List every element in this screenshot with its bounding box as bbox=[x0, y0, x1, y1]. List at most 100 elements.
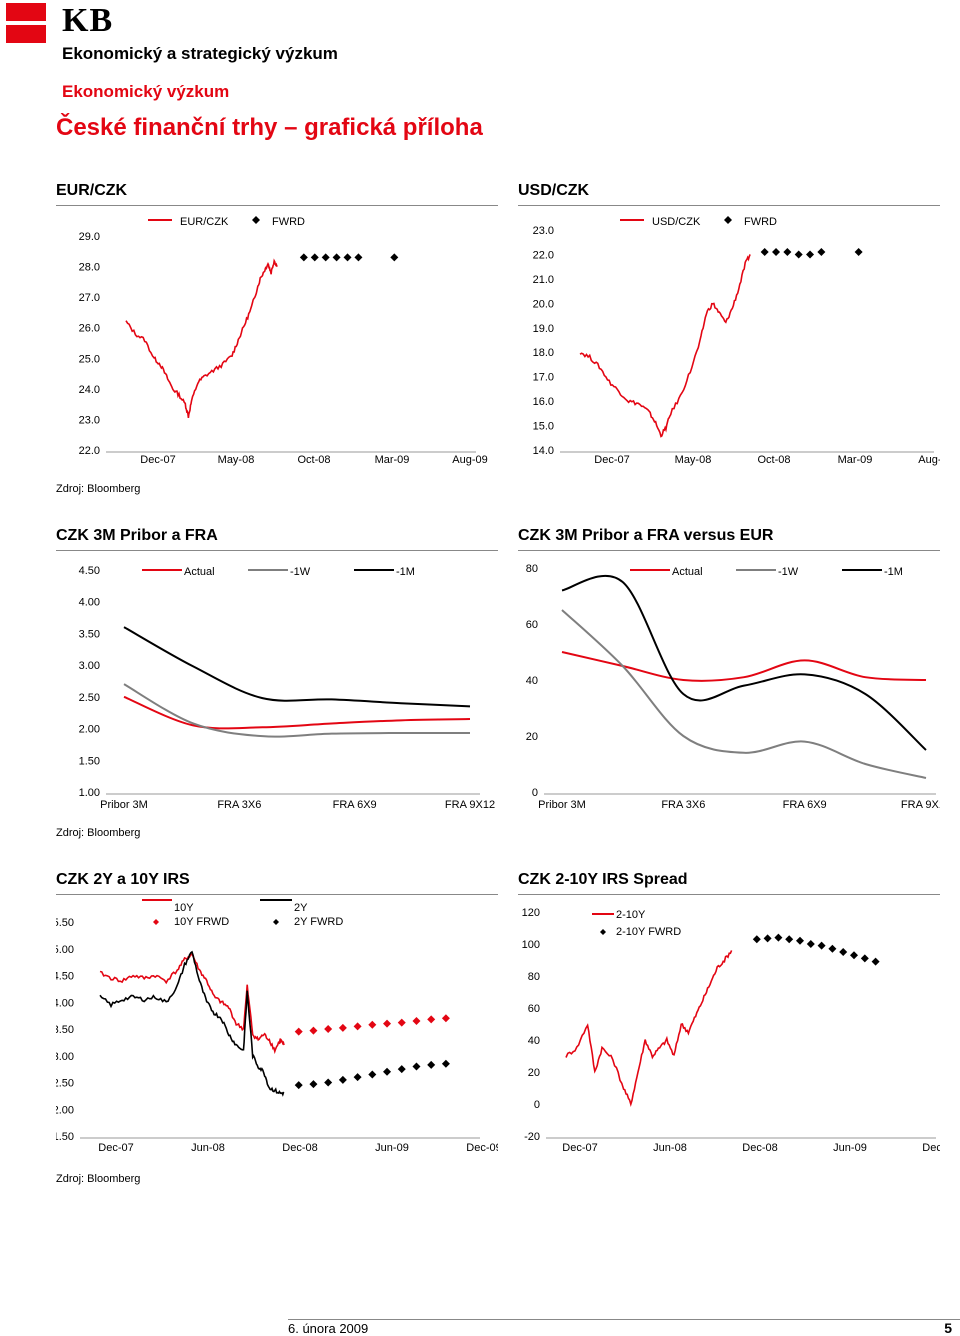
y-tick-label: 100 bbox=[522, 939, 540, 951]
series-line-usdczk bbox=[579, 254, 751, 438]
series-marker-fwrd bbox=[854, 248, 863, 256]
legend-label: 2-10Y FWRD bbox=[616, 926, 681, 938]
y-tick-label: -20 bbox=[524, 1131, 540, 1143]
series-line-actual bbox=[561, 651, 927, 682]
series-marker-fwrd bbox=[310, 253, 319, 262]
x-tick-label: Pribor 3M bbox=[100, 799, 148, 811]
y-tick-label: 4.50 bbox=[79, 565, 100, 577]
y-tick-label: 29.0 bbox=[79, 231, 100, 243]
series-marker-210yfwrd bbox=[828, 944, 837, 953]
department-heading: Ekonomický a strategický výzkum bbox=[62, 44, 338, 63]
y-tick-label: 24.0 bbox=[79, 384, 100, 396]
legend: 10Y 10Y FRWD 2Y 2Y FWRD bbox=[142, 899, 343, 928]
legend-label: 2Y bbox=[294, 902, 308, 914]
y-tick-label: 25.0 bbox=[79, 353, 100, 365]
source-note: Zdroj: Bloomberg bbox=[56, 827, 141, 839]
series-marker-fwrd bbox=[390, 253, 399, 262]
x-tick-label: Dec-07 bbox=[98, 1142, 133, 1154]
legend-label: FWRD bbox=[272, 216, 305, 228]
series-marker-fwrd bbox=[299, 253, 308, 262]
irs-chart: 1.50 2.00 2.50 3.00 3.50 4.00 4.50 5.00 5.50 Dec-… bbox=[56, 899, 498, 1154]
x-tick-label: FRA 9X12 bbox=[445, 799, 495, 811]
y-tick-label: 2.00 bbox=[56, 1104, 74, 1116]
series-marker-fwrd bbox=[332, 253, 341, 262]
x-tick-label: Mar-09 bbox=[375, 454, 410, 466]
y-tick-label: 80 bbox=[526, 563, 538, 575]
y-tick-label: 3.00 bbox=[56, 1051, 74, 1063]
y-tick-label: 22.0 bbox=[79, 445, 100, 457]
y-tick-label: 23.0 bbox=[79, 414, 100, 426]
series-marker-210yfwrd bbox=[850, 951, 858, 960]
series-line-210y bbox=[565, 950, 733, 1107]
series-marker-2yfwrd bbox=[338, 1075, 347, 1084]
y-tick-label: 0 bbox=[532, 787, 538, 799]
y-tick-label: 60 bbox=[528, 1003, 540, 1015]
x-tick-label: Aug-09 bbox=[918, 454, 940, 466]
y-tick-label: 5.50 bbox=[56, 917, 74, 929]
series-marker-210yfwrd bbox=[785, 935, 794, 944]
y-tick-label: 22.0 bbox=[533, 249, 554, 261]
series-marker-10yfrwd bbox=[427, 1015, 436, 1024]
y-tick-label: 3.50 bbox=[79, 628, 100, 640]
chart-title-pribor-fra: CZK 3M Pribor a FRA bbox=[56, 527, 498, 551]
y-tick-label: 80 bbox=[528, 971, 540, 983]
y-tick-label: 27.0 bbox=[79, 292, 100, 304]
y-tick-label: 120 bbox=[522, 907, 540, 919]
series-marker-2yfwrd bbox=[294, 1081, 303, 1090]
series-marker-2yfwrd bbox=[368, 1070, 377, 1079]
legend: EUR/CZK FWRD bbox=[148, 216, 305, 228]
series-line-1m bbox=[123, 626, 471, 708]
series-marker-10yfrwd bbox=[294, 1027, 303, 1036]
series-marker-10yfrwd bbox=[412, 1016, 421, 1025]
chart-title-irs: CZK 2Y a 10Y IRS bbox=[56, 871, 498, 895]
x-tick-label: FRA 6X9 bbox=[783, 799, 827, 811]
series-marker-2yfwrd bbox=[427, 1060, 436, 1069]
legend-label: USD/CZK bbox=[652, 216, 701, 228]
y-tick-label: 19.0 bbox=[533, 323, 554, 335]
series-marker-210yfwrd bbox=[774, 933, 783, 942]
series-marker-fwrd bbox=[354, 253, 363, 262]
y-tick-label: 5.00 bbox=[56, 944, 74, 956]
legend-swatch bbox=[724, 216, 732, 224]
series-marker-210yfwrd bbox=[871, 957, 880, 966]
x-tick-label: FRA 3X6 bbox=[217, 799, 261, 811]
series-marker-210yfwrd bbox=[763, 934, 772, 943]
y-tick-label: 1.50 bbox=[79, 755, 100, 767]
y-tick-label: 40 bbox=[528, 1035, 540, 1047]
x-tick-label: Dec-07 bbox=[594, 454, 629, 466]
chart-panel-usdczk: 14.0 15.0 16.0 17.0 18.0 19.0 20.0 21.0 22.0 23.0… bbox=[518, 208, 940, 470]
series-marker-10yfrwd bbox=[441, 1014, 450, 1023]
series-marker-210yfwrd bbox=[796, 936, 804, 945]
series-marker-fwrd bbox=[760, 248, 769, 256]
y-tick-label: 20 bbox=[528, 1067, 540, 1079]
x-tick-label: FRA 6X9 bbox=[333, 799, 377, 811]
chart-panel-eurczk: 22.0 23.0 24.0 25.0 26.0 27.0 28.0 29.0 Dec-07 Ma… bbox=[56, 208, 498, 470]
y-tick-label: 18.0 bbox=[533, 347, 554, 359]
y-tick-label: 60 bbox=[526, 619, 538, 631]
series-line-1m bbox=[561, 574, 927, 751]
x-tick-label: Oct-08 bbox=[757, 454, 790, 466]
x-tick-label: Mar-09 bbox=[838, 454, 873, 466]
x-tick-label: Pribor 3M bbox=[538, 799, 586, 811]
y-tick-label: 26.0 bbox=[79, 323, 100, 335]
section-heading: Ekonomický výzkum bbox=[62, 82, 230, 101]
chart-panel-pribor-fra-eur: 0 20 40 60 80 Pribor 3M FRA 3X6 FRA 6X9 FRA 9X12… bbox=[518, 556, 940, 816]
series-marker-fwrd bbox=[343, 253, 352, 262]
kb-logo-mark bbox=[6, 3, 46, 43]
series-marker-210yfwrd bbox=[752, 935, 761, 944]
page-title: České finanční trhy – grafická příloha bbox=[56, 114, 483, 141]
legend-label: FWRD bbox=[744, 216, 777, 228]
x-tick-label: FRA 9X12 bbox=[901, 799, 940, 811]
series-marker-10yfrwd bbox=[368, 1020, 377, 1029]
x-tick-label: Dec-09 bbox=[922, 1142, 940, 1154]
legend: 2-10Y 2-10Y FWRD bbox=[592, 909, 681, 938]
x-tick-label: Aug-09 bbox=[452, 454, 487, 466]
y-tick-label: 4.00 bbox=[56, 997, 74, 1009]
footer-date: 6. února 2009 bbox=[288, 1321, 369, 1336]
legend: Actual -1W -1M bbox=[630, 566, 903, 578]
y-tick-label: 3.50 bbox=[56, 1024, 74, 1036]
chart-title-eurczk: EUR/CZK bbox=[56, 182, 498, 206]
chart-title-pribor-fra-eur: CZK 3M Pribor a FRA versus EUR bbox=[518, 527, 940, 551]
legend-label: 2Y FWRD bbox=[294, 916, 343, 928]
series-marker-2yfwrd bbox=[324, 1078, 333, 1087]
